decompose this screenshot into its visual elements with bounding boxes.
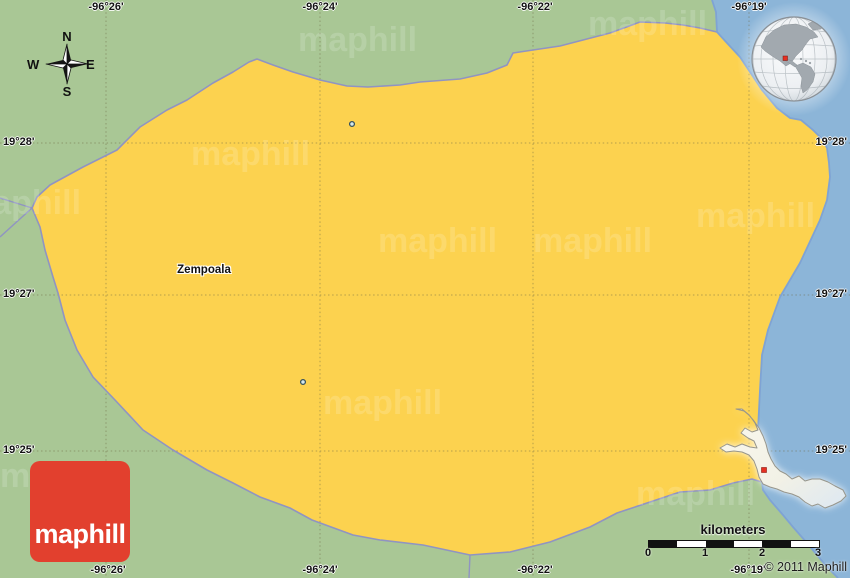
scalebar-tick-0: 0	[644, 547, 652, 559]
place-label: Zempoala	[177, 264, 231, 276]
scalebar-tick-1: 1	[701, 547, 709, 559]
maphill-logo-text: maphill	[34, 519, 126, 549]
scalebar	[648, 540, 820, 548]
compass-label-east: E	[86, 57, 95, 72]
scalebar-tick-3: 3	[814, 547, 822, 559]
globe-location-marker	[782, 55, 788, 61]
grid-label-lat-left-3: 19°25'	[3, 444, 35, 456]
grid-label-lon-top-2: -96°24'	[302, 1, 338, 13]
compass-label-north: N	[62, 29, 72, 44]
grid-label-lon-bottom-1: -96°26'	[90, 564, 126, 576]
maphill-logo: maphill	[30, 461, 130, 562]
locator-globe-icon	[737, 2, 850, 116]
grid-label-lon-top-4: -96°19'	[731, 1, 767, 13]
grid-label-lon-bottom-2: -96°24'	[302, 564, 338, 576]
town-dot-icon	[299, 120, 356, 386]
water-area	[712, 0, 850, 578]
copyright-text: © 2011 Maphill	[764, 560, 847, 574]
grid-label-lat-right-2: 19°27'	[815, 288, 848, 300]
grid-label-lon-bottom-4: -96°19'	[730, 564, 766, 576]
compass-label-south: S	[62, 84, 72, 99]
grid-label-lat-right-1: 19°28'	[815, 136, 848, 148]
grid-label-lat-left-2: 19°27'	[3, 288, 35, 300]
grid-label-lon-top-1: -96°26'	[88, 1, 124, 13]
location-marker-red	[761, 467, 767, 473]
grid-label-lat-left-1: 19°28'	[3, 136, 35, 148]
compass-label-west: W	[27, 57, 40, 72]
boundary-extensions	[0, 197, 471, 578]
grid-label-lon-top-3: -96°22'	[517, 1, 553, 13]
grid-label-lat-right-3: 19°25'	[815, 444, 848, 456]
scalebar-tick-2: 2	[758, 547, 766, 559]
grid-label-lon-bottom-3: -96°22'	[517, 564, 553, 576]
compass-rose-icon	[45, 43, 89, 85]
scalebar-title: kilometers	[700, 522, 766, 537]
globe-graticule	[752, 17, 836, 101]
region-polygon	[32, 22, 830, 555]
state-shape-inset	[719, 408, 847, 509]
